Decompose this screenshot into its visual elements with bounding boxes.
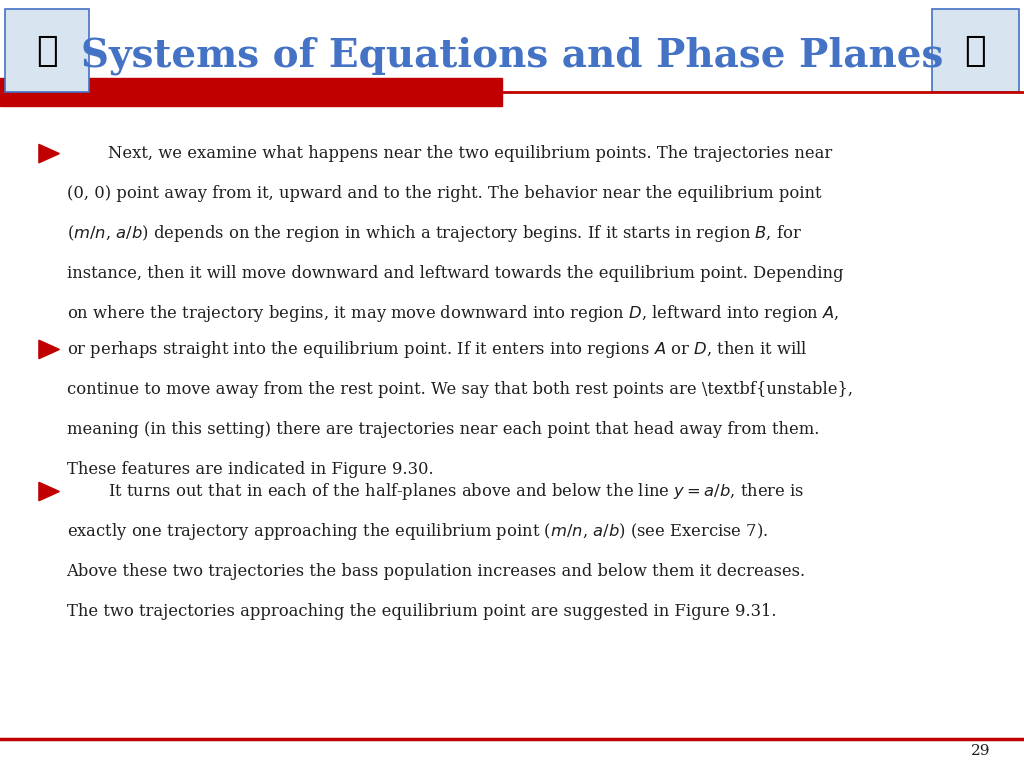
Text: 29: 29	[971, 744, 991, 758]
Text: instance, then it will move downward and leftward towards the equilibrium point.: instance, then it will move downward and…	[67, 265, 843, 282]
Text: It turns out that in each of the half-planes above and below the line $y = a/b$,: It turns out that in each of the half-pl…	[108, 481, 804, 502]
Text: exactly one trajectory approaching the equilibrium point ($m/n$, $a/b$) (see Exe: exactly one trajectory approaching the e…	[67, 521, 768, 542]
Polygon shape	[39, 482, 59, 501]
Text: Above these two trajectories the bass population increases and below them it dec: Above these two trajectories the bass po…	[67, 563, 806, 580]
Text: The two trajectories approaching the equilibrium point are suggested in Figure 9: The two trajectories approaching the equ…	[67, 603, 776, 620]
Text: ($m/n$, $a/b$) depends on the region in which a trajectory begins. If it starts : ($m/n$, $a/b$) depends on the region in …	[67, 223, 802, 244]
Text: Next, we examine what happens near the two equilibrium points. The trajectories : Next, we examine what happens near the t…	[108, 145, 831, 162]
Text: on where the trajectory begins, it may move downward into region $D$, leftward i: on where the trajectory begins, it may m…	[67, 303, 839, 324]
Bar	[0, 78, 502, 106]
Polygon shape	[39, 144, 59, 163]
Text: 🏛: 🏛	[964, 34, 986, 68]
Text: 🏛: 🏛	[36, 34, 58, 68]
Text: meaning (in this setting) there are trajectories near each point that head away : meaning (in this setting) there are traj…	[67, 421, 819, 438]
Polygon shape	[39, 340, 59, 359]
Text: Systems of Equations and Phase Planes: Systems of Equations and Phase Planes	[81, 36, 943, 74]
FancyBboxPatch shape	[5, 9, 89, 92]
Text: or perhaps straight into the equilibrium point. If it enters into regions $A$ or: or perhaps straight into the equilibrium…	[67, 339, 807, 360]
FancyBboxPatch shape	[932, 9, 1019, 92]
Text: (0, 0) point away from it, upward and to the right. The behavior near the equili: (0, 0) point away from it, upward and to…	[67, 185, 821, 202]
Text: continue to move away from the rest point. We say that both rest points are \tex: continue to move away from the rest poin…	[67, 381, 853, 398]
Text: These features are indicated in Figure 9.30.: These features are indicated in Figure 9…	[67, 461, 433, 478]
